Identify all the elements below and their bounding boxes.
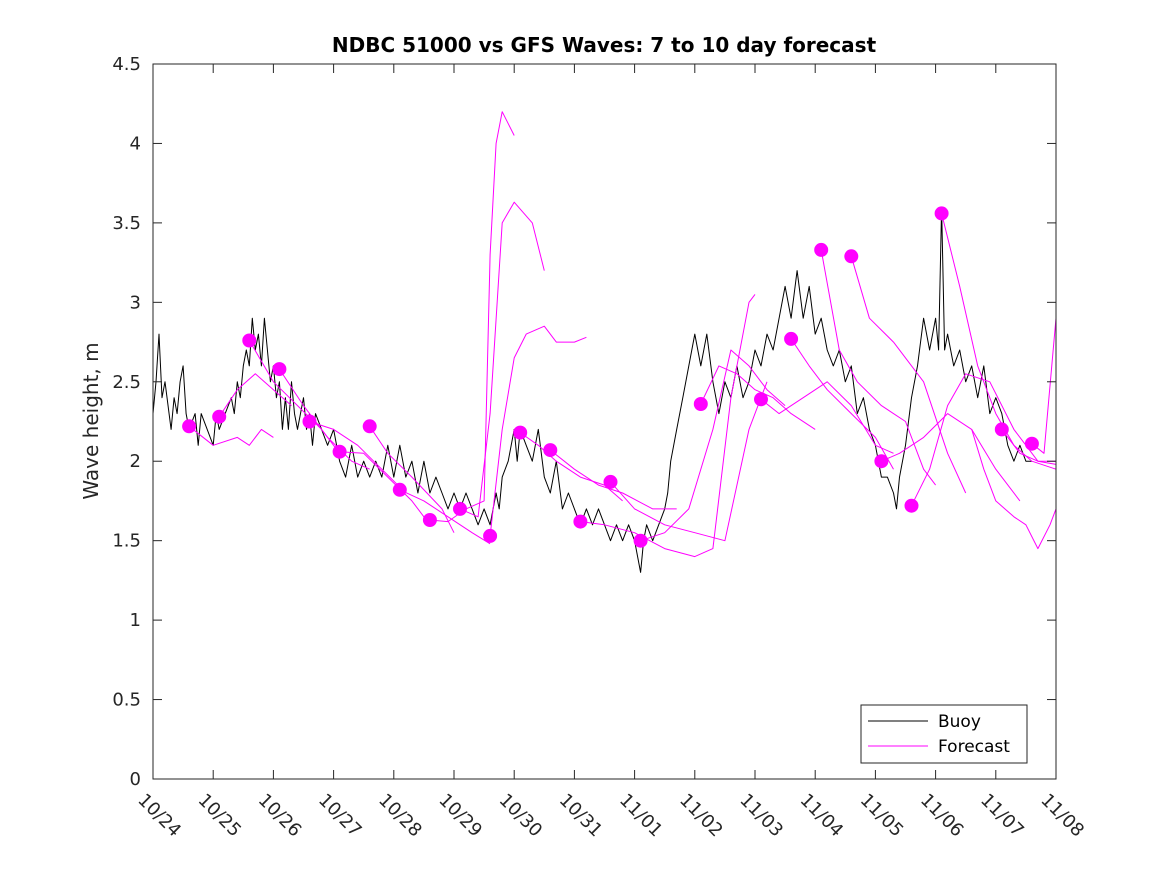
forecast-start-marker <box>362 419 377 434</box>
y-tick-label: 1.5 <box>112 531 141 552</box>
marker-layer <box>182 206 1039 548</box>
y-tick-label: 2.5 <box>112 372 141 393</box>
forecast-start-marker <box>182 419 197 434</box>
forecast-series-line-18 <box>760 381 894 454</box>
forecast-start-marker <box>994 422 1009 437</box>
y-tick-label: 4.5 <box>112 54 141 75</box>
forecast-series-line-1 <box>188 425 274 446</box>
forecast-series-line-14 <box>580 294 756 558</box>
forecast-series-line-19 <box>790 338 894 470</box>
legend-box <box>860 704 1028 764</box>
forecast-series-line-20 <box>820 249 936 486</box>
y-tick-label: 0 <box>130 769 141 790</box>
forecast-series-line-17 <box>700 365 816 430</box>
forecast-series-line-5 <box>309 421 407 494</box>
y-tick-label: 2 <box>130 451 141 472</box>
forecast-start-marker <box>513 425 528 440</box>
forecast-series-line-11 <box>489 325 587 536</box>
forecast-series-line-13 <box>549 449 677 510</box>
plot-frame <box>152 63 1057 780</box>
y-tick-label: 3.5 <box>112 213 141 234</box>
chart-title: NDBC 51000 vs GFS Waves: 7 to 10 day for… <box>332 33 877 57</box>
forecast-series-line-9 <box>429 111 515 523</box>
forecast-start-marker <box>603 474 618 489</box>
forecast-series-line-21 <box>850 256 967 494</box>
y-axis-label: Wave height, m <box>79 342 103 499</box>
forecast-start-marker <box>1024 436 1039 451</box>
series-layer <box>152 111 1057 573</box>
forecast-start-marker <box>934 206 949 221</box>
forecast-start-marker <box>814 242 829 257</box>
forecast-series-line-2 <box>218 373 292 417</box>
forecast-series-line-24 <box>941 213 1057 470</box>
forecast-start-marker <box>302 414 317 429</box>
forecast-start-marker <box>392 482 407 497</box>
forecast-start-marker <box>754 392 768 407</box>
legend: Buoy Forecast <box>860 704 1028 764</box>
forecast-series-line-16 <box>640 349 786 542</box>
forecast-start-marker <box>633 533 648 548</box>
forecast-start-marker <box>453 501 467 516</box>
forecast-start-marker <box>272 362 287 377</box>
y-tick-label: 3 <box>130 292 141 313</box>
forecast-start-marker <box>904 498 919 513</box>
forecast-start-marker <box>212 409 227 424</box>
forecast-series-line-15 <box>610 381 768 542</box>
y-tick-label: 0.5 <box>112 690 141 711</box>
forecast-series-line-25 <box>971 429 1057 550</box>
forecast-start-marker <box>874 454 889 469</box>
forecast-series-line-6 <box>339 451 431 526</box>
forecast-series-line-4 <box>278 368 370 470</box>
forecast-start-marker <box>422 513 437 527</box>
y-tick-label: 4 <box>130 133 141 154</box>
forecast-series-line-22 <box>881 413 1021 502</box>
forecast-start-marker <box>242 333 257 348</box>
forecast-series-line-23 <box>911 373 1057 506</box>
forecast-series-line-10 <box>459 201 545 518</box>
forecast-start-marker <box>573 514 588 529</box>
forecast-start-marker <box>784 331 799 346</box>
forecast-start-marker <box>332 444 347 459</box>
forecast-start-marker <box>543 443 558 458</box>
forecast-start-marker <box>483 528 498 543</box>
y-tick-label: 1 <box>130 610 141 631</box>
forecast-series-line-7 <box>369 426 455 533</box>
legend-forecast-label: Forecast <box>938 737 1010 757</box>
forecast-series-line-26 <box>1001 429 1056 462</box>
legend-buoy-label: Buoy <box>938 712 981 732</box>
forecast-series-line-8 <box>399 489 491 545</box>
forecast-start-marker <box>693 397 708 411</box>
forecast-start-marker <box>844 249 859 264</box>
